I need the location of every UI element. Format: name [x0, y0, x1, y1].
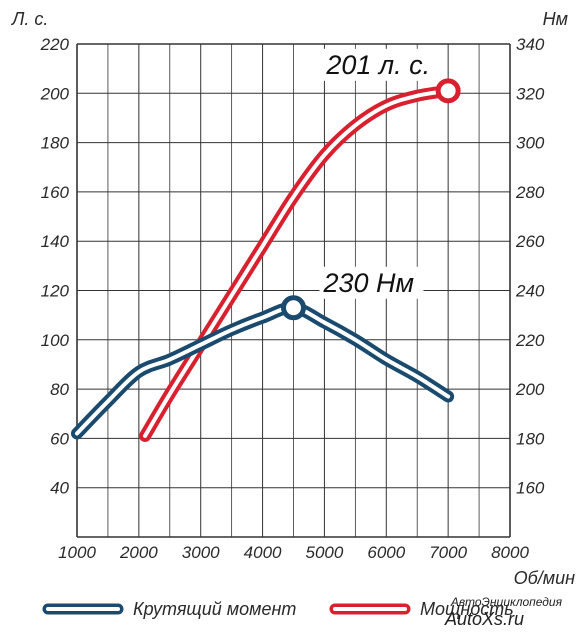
chart-annotations: 201 л. с. 230 Нм [281, 48, 461, 321]
legend-label-torque: Крутящий момент [133, 599, 296, 619]
x-tick-label: 8000 [491, 543, 529, 562]
chart-series [71, 84, 455, 442]
y-left-tick-label: 220 [40, 35, 70, 54]
chart-axes: 1000 2000 3000 4000 5000 6000 7000 8000 40 60 80 10… [40, 35, 545, 562]
legend-item-power: Мощность [329, 599, 514, 619]
y-right-tick-label: 180 [516, 429, 545, 448]
annotation-background [312, 48, 435, 81]
annotation-label: 230 Нм [323, 268, 415, 298]
series-line-core-torque [75, 305, 451, 436]
y-right-tick-label: 260 [515, 232, 545, 251]
y-left-tick-label: 140 [41, 232, 70, 251]
x-tick-label: 3000 [182, 543, 220, 562]
x-tick-label: 6000 [367, 543, 405, 562]
y-left-tick-label: 160 [41, 183, 70, 202]
y-left-tick-label: 100 [41, 331, 70, 350]
annotation-marker [281, 295, 306, 321]
x-tick-label: 4000 [244, 543, 282, 562]
y-left-tick-label: 120 [41, 282, 70, 301]
y-right-tick-label: 240 [515, 282, 545, 301]
x-tick-label: 2000 [119, 543, 158, 562]
annotation-label: 201 л. с. [325, 50, 430, 80]
series-line-core-power [143, 88, 451, 438]
legend-item-torque: Крутящий момент [42, 599, 296, 619]
x-tick-label: 1000 [58, 543, 96, 562]
y-right-tick-label: 220 [515, 331, 545, 350]
y-right-tick-label: 320 [516, 84, 545, 103]
y-left-tick-label: 180 [41, 134, 70, 153]
x-tick-label: 7000 [429, 543, 467, 562]
x-unit-label: Об/мин [514, 568, 575, 588]
y-left-tick-label: 80 [50, 380, 69, 399]
annotation-marker [435, 78, 461, 104]
legend: Крутящий момент Мощность [42, 599, 514, 619]
legend-label-power: Мощность [420, 599, 514, 619]
y-right-tick-label: 300 [516, 134, 545, 153]
y-left-tick-label: 60 [50, 429, 69, 448]
x-tick-label: 5000 [306, 543, 344, 562]
y-right-unit-label: Нм [543, 9, 568, 29]
watermark-line1: АвтоЭнциклопедия [450, 595, 563, 609]
annotation-background [319, 266, 424, 299]
y-right-tick-label: 200 [515, 380, 545, 399]
y-right-tick-label: 340 [516, 35, 545, 54]
series-power [139, 84, 455, 442]
y-right-tick-label: 160 [516, 479, 545, 498]
watermark: АвтоЭнциклопедия AutoXs.ru [444, 595, 563, 629]
chart-grid [76, 43, 511, 538]
y-left-tick-label: 200 [40, 84, 70, 103]
y-left-tick-label: 40 [50, 479, 69, 498]
y-left-unit-label: Л. с. [11, 9, 48, 29]
series-torque [71, 301, 455, 440]
y-right-tick-label: 280 [515, 183, 545, 202]
watermark-line2: AutoXs.ru [444, 609, 524, 629]
